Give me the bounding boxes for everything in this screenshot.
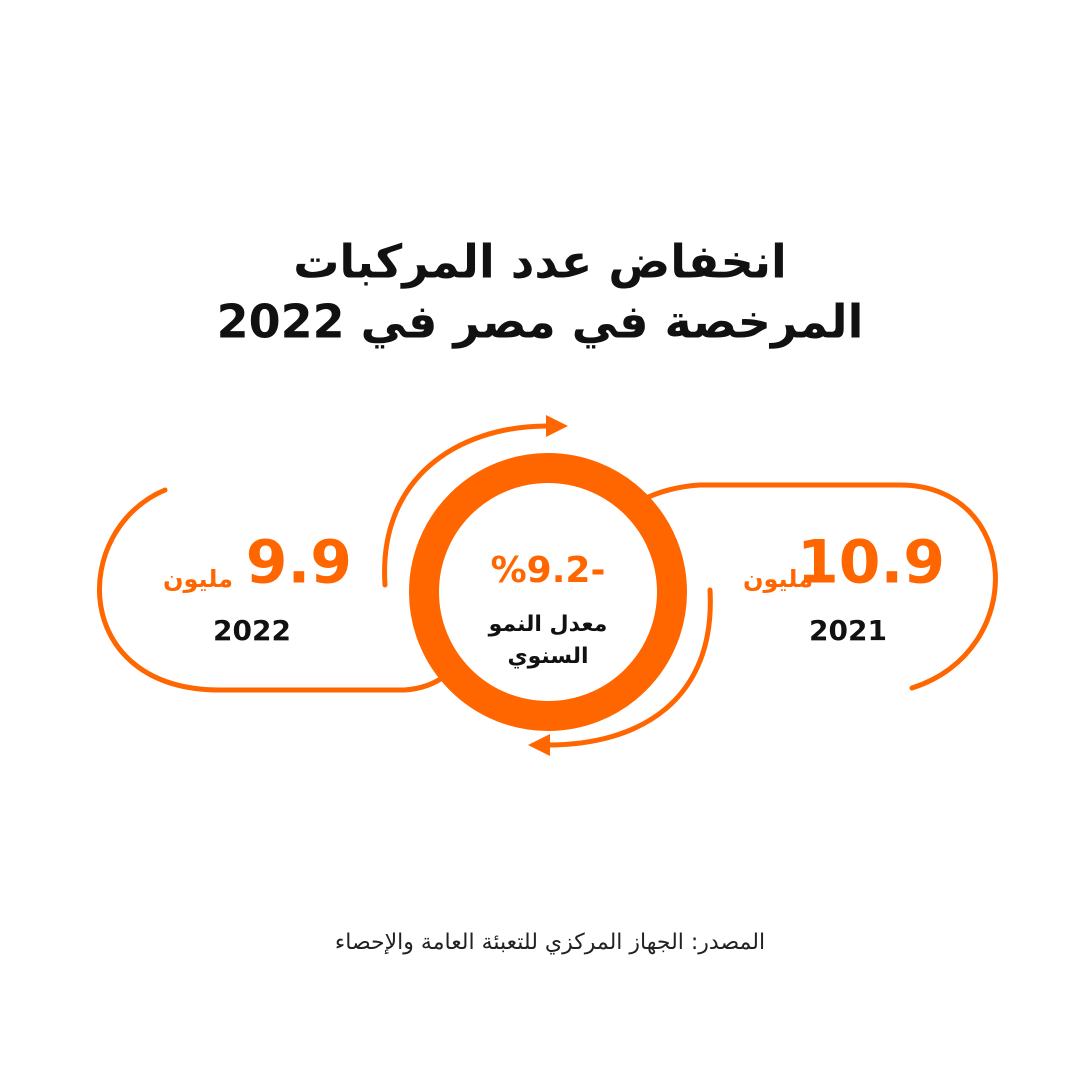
unit: مليون xyxy=(163,565,233,593)
value: 9.9 xyxy=(246,528,352,598)
bottom-arrowhead xyxy=(528,734,550,756)
year: 2022 xyxy=(213,614,291,647)
growth-label: معدل النمو xyxy=(488,612,608,637)
bottom-arrow xyxy=(545,587,713,748)
value: 10.9 xyxy=(797,528,945,598)
right-loop xyxy=(639,482,998,691)
year: 2021 xyxy=(809,614,887,647)
title-line: المرخصة في مصر في 2022 xyxy=(217,295,864,349)
unit: مليون xyxy=(743,565,813,593)
growth-value: %9.2- xyxy=(491,550,606,591)
source: المصدر: الجهاز المركزي للتعبئة العامة وا… xyxy=(335,930,765,955)
ring xyxy=(409,453,687,731)
top-arrowhead xyxy=(546,415,568,437)
growth-label: السنوي xyxy=(507,644,588,669)
left-loop xyxy=(97,487,449,693)
top-arrow xyxy=(382,423,551,588)
title-line: انخفاض عدد المركبات xyxy=(293,235,787,289)
